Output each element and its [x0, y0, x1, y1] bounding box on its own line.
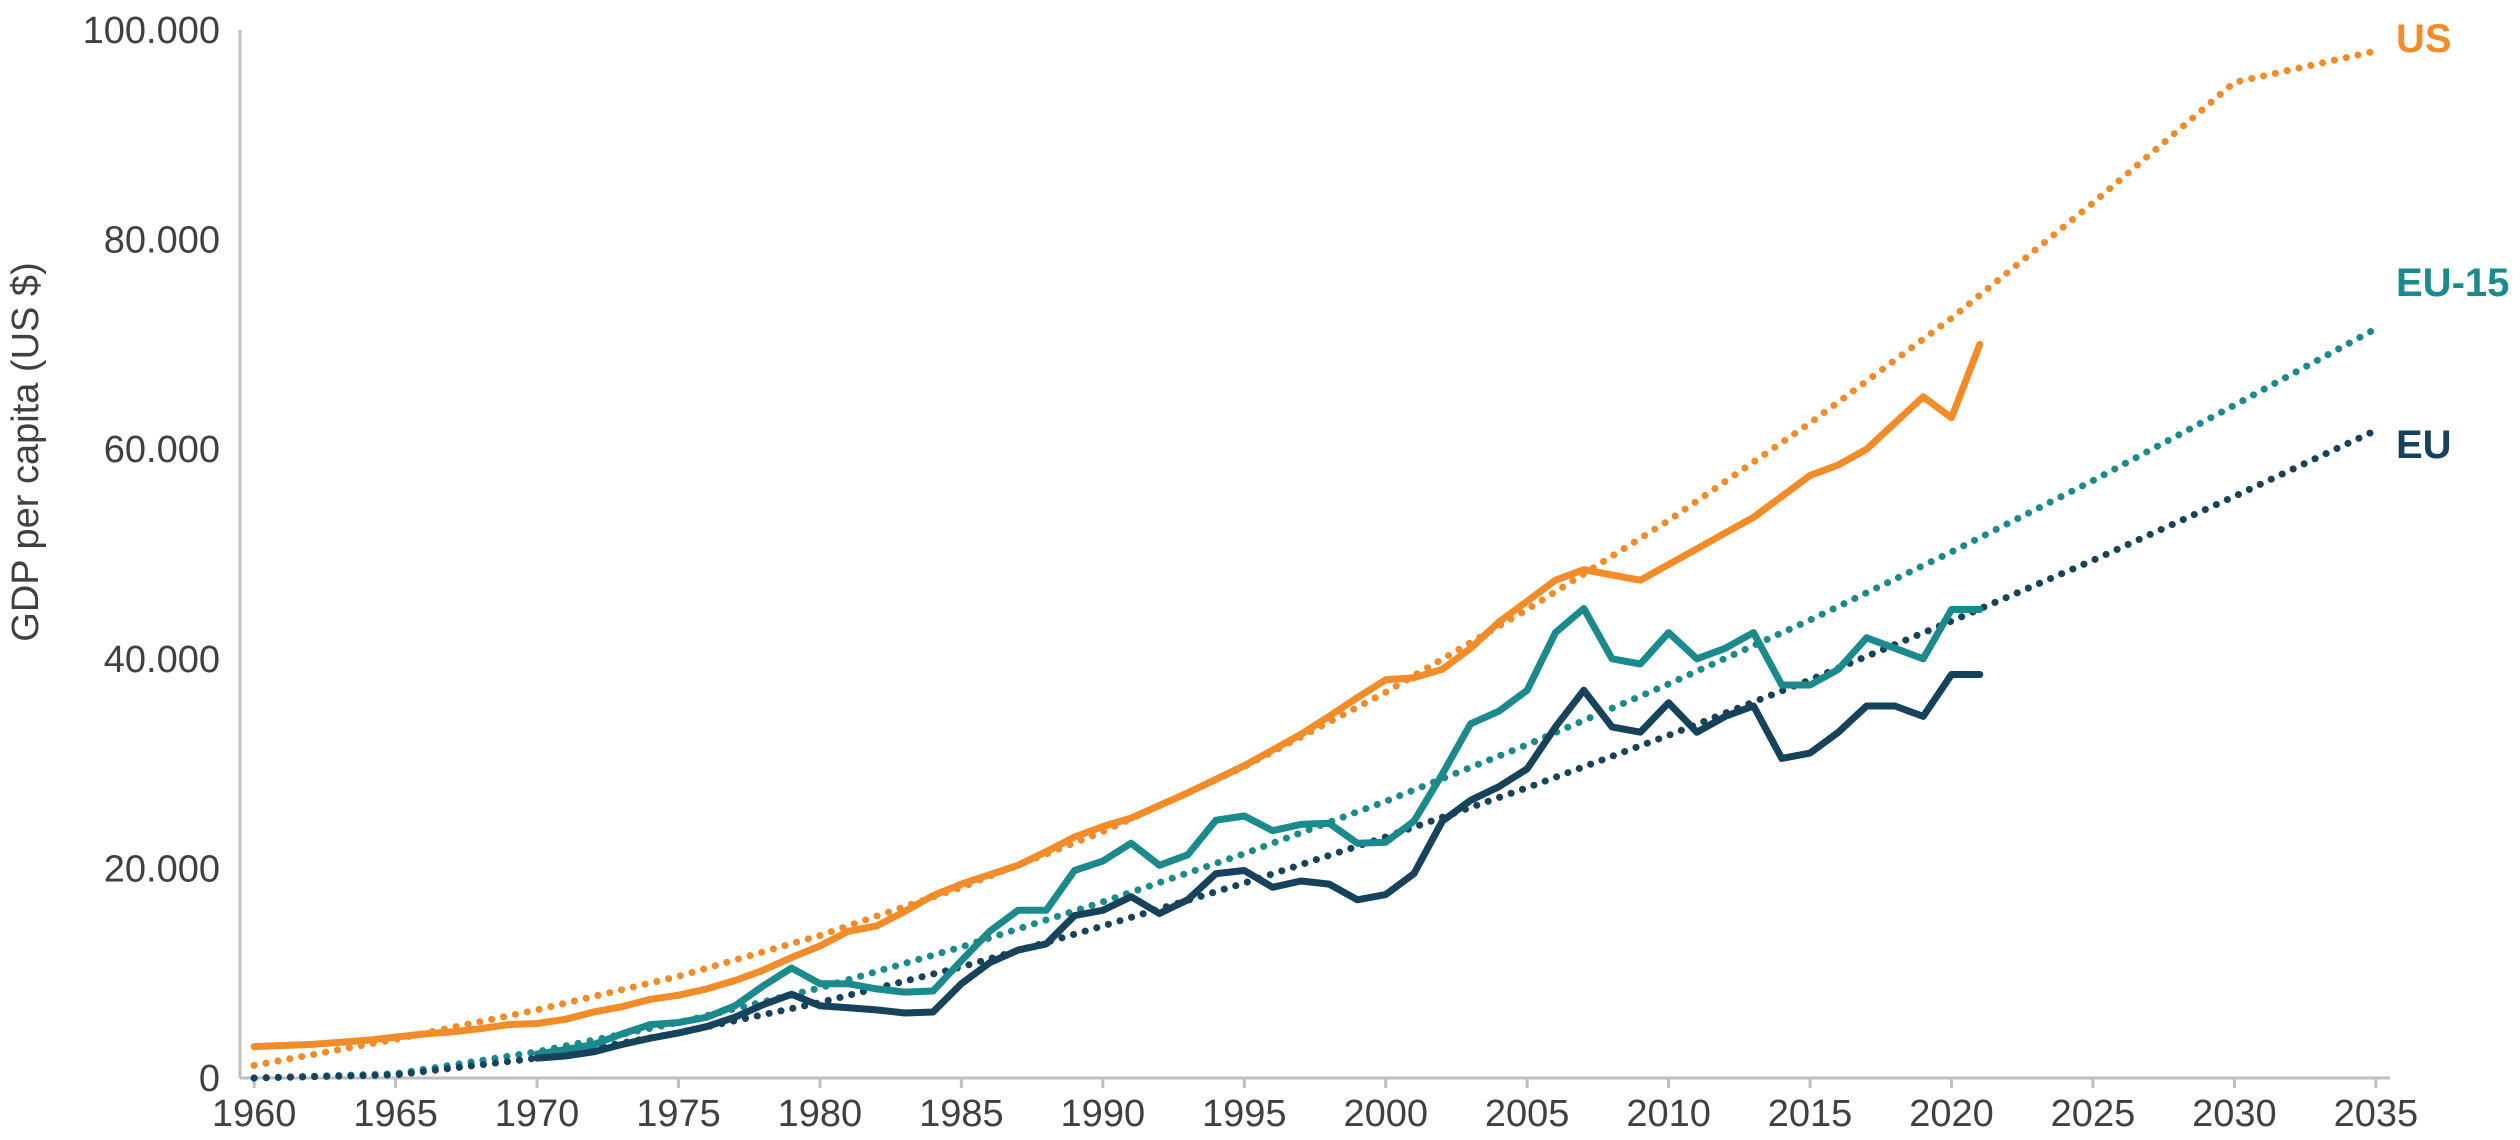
y-tick-label: 100.000: [83, 10, 220, 52]
series-label-eu: EU: [2396, 423, 2452, 467]
x-tick-label: 1975: [636, 1093, 721, 1135]
x-tick-label: 2005: [1485, 1093, 1570, 1135]
x-tick-label: 1970: [495, 1093, 580, 1135]
series-line-us: [250, 340, 1984, 1051]
x-tick-label: 1960: [212, 1093, 297, 1135]
x-tick-label: 2030: [2192, 1093, 2277, 1135]
x-tick-label: 1980: [778, 1093, 863, 1135]
x-tick-label: 2025: [2051, 1093, 2136, 1135]
y-tick-label: 80.000: [104, 220, 220, 262]
y-tick-label: 60.000: [104, 429, 220, 471]
x-tick-label: 1985: [919, 1093, 1004, 1135]
y-tick-label: 20.000: [104, 848, 220, 890]
series-line-eu: [533, 671, 1984, 1062]
series-layer: [250, 47, 2380, 1082]
x-tick-label: 1965: [353, 1093, 438, 1135]
trend-line-us: [250, 47, 2380, 1069]
series-line-eu-15: [533, 605, 1984, 1058]
x-axis-ticks: 1960 1965 1970 1975 1980 1985 1990 1995 2000 2005…: [212, 1078, 2418, 1135]
x-tick-label: 2000: [1343, 1093, 1428, 1135]
series-label-eu-15: EU-15: [2396, 261, 2509, 305]
trend-line-eu-15: [250, 325, 2380, 1082]
x-tick-label: 2015: [1768, 1093, 1853, 1135]
trend-line-eu: [250, 426, 2380, 1082]
y-tick-label: 40.000: [104, 639, 220, 681]
x-tick-label: 1995: [1202, 1093, 1287, 1135]
x-tick-label: 2020: [1909, 1093, 1994, 1135]
x-tick-label: 1990: [1061, 1093, 1146, 1135]
y-tick-label: 0: [199, 1058, 220, 1100]
series-label-us: US: [2396, 17, 2452, 61]
y-axis-title: GDP per capita (US $): [5, 262, 47, 641]
x-tick-label: 2010: [1626, 1093, 1711, 1135]
y-axis-ticks: 0 20.000 40.000 60.000 80.000 100.000: [83, 10, 220, 1100]
x-tick-label: 2035: [2334, 1093, 2419, 1135]
